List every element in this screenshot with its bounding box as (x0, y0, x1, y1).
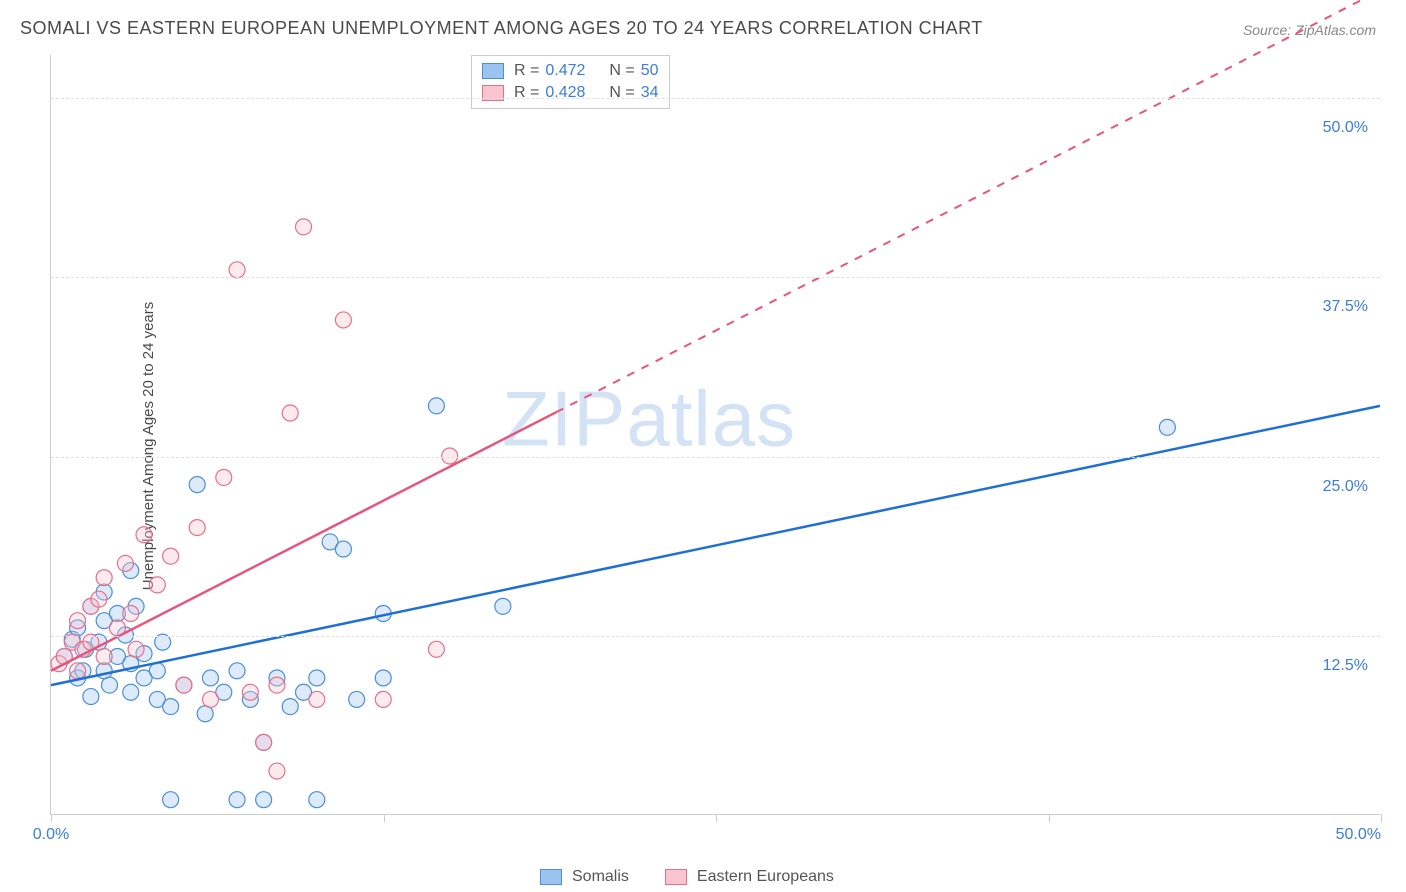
x-tick-label: 50.0% (1336, 826, 1381, 844)
data-point (189, 520, 205, 536)
data-point (149, 577, 165, 593)
data-point (309, 792, 325, 808)
legend-row: R = 0.472 N = 50 (482, 60, 659, 82)
y-tick-label: 12.5% (1323, 657, 1368, 675)
data-point (163, 699, 179, 715)
data-point (189, 477, 205, 493)
data-point (91, 591, 107, 607)
y-tick-label: 37.5% (1323, 298, 1368, 316)
data-point (282, 699, 298, 715)
legend-swatch (482, 63, 504, 79)
legend-r-label: R = (514, 84, 539, 102)
data-point (197, 706, 213, 722)
legend-swatch (540, 869, 562, 885)
data-point (229, 262, 245, 278)
chart-svg (51, 55, 1380, 814)
legend-r-label: R = (514, 62, 539, 80)
data-point (309, 670, 325, 686)
data-point (269, 763, 285, 779)
data-point (101, 677, 117, 693)
data-point (428, 398, 444, 414)
legend-n-label: N = (609, 62, 634, 80)
data-point (269, 677, 285, 693)
data-point (70, 663, 86, 679)
data-point (428, 641, 444, 657)
data-point (163, 548, 179, 564)
legend-r-value: 0.428 (545, 84, 585, 102)
x-tick (51, 814, 52, 822)
data-point (176, 677, 192, 693)
x-tick (384, 814, 385, 822)
x-tick-label: 0.0% (33, 826, 69, 844)
data-point (123, 684, 139, 700)
gridline (51, 98, 1380, 99)
data-point (117, 555, 133, 571)
trend-line-dashed (556, 0, 1380, 412)
data-point (216, 469, 232, 485)
data-point (335, 312, 351, 328)
legend-series-label: Eastern Europeans (697, 868, 834, 886)
chart-title: SOMALI VS EASTERN EUROPEAN UNEMPLOYMENT … (20, 18, 983, 39)
x-tick (1049, 814, 1050, 822)
gridline (51, 277, 1380, 278)
y-tick-label: 25.0% (1323, 478, 1368, 496)
legend-n-label: N = (609, 84, 634, 102)
legend-row: R = 0.428 N = 34 (482, 82, 659, 104)
legend-swatch (665, 869, 687, 885)
data-point (96, 570, 112, 586)
data-point (309, 691, 325, 707)
data-point (296, 219, 312, 235)
data-point (1159, 419, 1175, 435)
data-point (128, 641, 144, 657)
data-point (229, 792, 245, 808)
data-point (256, 792, 272, 808)
data-point (70, 613, 86, 629)
data-point (136, 527, 152, 543)
y-tick-label: 50.0% (1323, 119, 1368, 137)
legend-n-value: 50 (641, 62, 659, 80)
data-point (83, 689, 99, 705)
correlation-legend: R = 0.472 N = 50 R = 0.428 N = 34 (471, 55, 670, 109)
legend-r-value: 0.472 (545, 62, 585, 80)
data-point (282, 405, 298, 421)
data-point (202, 670, 218, 686)
data-point (229, 663, 245, 679)
data-point (242, 684, 258, 700)
series-legend: Somalis Eastern Europeans (540, 868, 860, 886)
legend-n-value: 34 (641, 84, 659, 102)
data-point (375, 670, 391, 686)
trend-line (51, 406, 1380, 685)
data-point (163, 792, 179, 808)
data-point (349, 691, 365, 707)
data-point (375, 691, 391, 707)
x-tick (716, 814, 717, 822)
data-point (335, 541, 351, 557)
plot-area: ZIPatlas R =0.472N =50R =0.428N =34 12.5… (50, 55, 1380, 815)
x-tick (1381, 814, 1382, 822)
data-point (495, 598, 511, 614)
legend-series-label: Somalis (572, 868, 629, 886)
data-point (256, 734, 272, 750)
data-point (123, 606, 139, 622)
data-point (202, 691, 218, 707)
gridline (51, 636, 1380, 637)
data-point (96, 648, 112, 664)
source-label: Source: ZipAtlas.com (1243, 22, 1376, 38)
gridline (51, 457, 1380, 458)
